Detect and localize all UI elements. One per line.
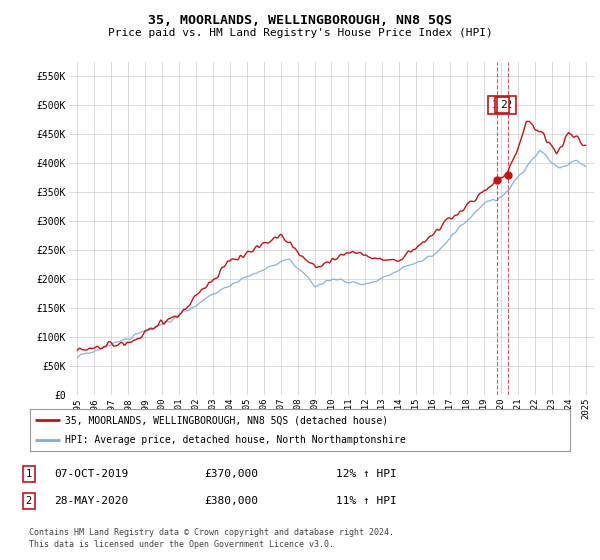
Text: 28-MAY-2020: 28-MAY-2020 (54, 496, 128, 506)
Text: 07-OCT-2019: 07-OCT-2019 (54, 469, 128, 479)
Text: 12% ↑ HPI: 12% ↑ HPI (336, 469, 397, 479)
Text: 35, MOORLANDS, WELLINGBOROUGH, NN8 5QS (detached house): 35, MOORLANDS, WELLINGBOROUGH, NN8 5QS (… (65, 415, 388, 425)
Text: Price paid vs. HM Land Registry's House Price Index (HPI): Price paid vs. HM Land Registry's House … (107, 28, 493, 38)
Text: 11% ↑ HPI: 11% ↑ HPI (336, 496, 397, 506)
Text: 2: 2 (500, 100, 506, 110)
Text: £380,000: £380,000 (204, 496, 258, 506)
Text: £370,000: £370,000 (204, 469, 258, 479)
Text: 35, MOORLANDS, WELLINGBOROUGH, NN8 5QS: 35, MOORLANDS, WELLINGBOROUGH, NN8 5QS (148, 14, 452, 27)
Text: 1: 1 (498, 100, 505, 110)
Text: Contains HM Land Registry data © Crown copyright and database right 2024.
This d: Contains HM Land Registry data © Crown c… (29, 528, 394, 549)
Text: HPI: Average price, detached house, North Northamptonshire: HPI: Average price, detached house, Nort… (65, 435, 406, 445)
Text: 1 2: 1 2 (492, 100, 512, 110)
Text: 2: 2 (26, 496, 32, 506)
Text: 1: 1 (26, 469, 32, 479)
